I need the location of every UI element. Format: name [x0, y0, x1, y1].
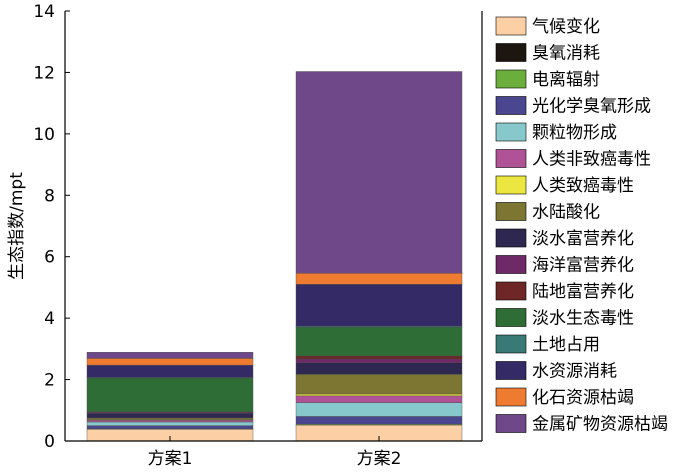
legend-swatch — [495, 175, 527, 195]
axes: 0 2 4 6 8 10 12 14 方案1 方案2 生态指数/mpt — [7, 2, 483, 469]
y-tick-label: 12 — [33, 63, 55, 83]
legend-swatch — [495, 387, 527, 407]
legend-swatch — [495, 96, 527, 115]
y-tick-label: 10 — [33, 125, 55, 145]
legend-label: 气候变化 — [532, 17, 600, 37]
legend-swatch — [495, 122, 527, 142]
bar-segment — [295, 362, 463, 375]
legend-swatch — [495, 255, 527, 274]
bar-segment — [295, 393, 463, 397]
legend-label: 人类非致癌毒性 — [532, 150, 651, 170]
legend-label: 化石资源枯竭 — [532, 388, 634, 408]
y-tick-label: 2 — [44, 371, 55, 391]
legend-label: 光化学臭氧形成 — [532, 97, 651, 117]
bar-segment — [86, 358, 254, 366]
legend-label: 陆地富营养化 — [532, 282, 634, 302]
legend-swatch — [495, 414, 527, 433]
legend-swatch — [495, 149, 527, 168]
y-axis-title: 生态指数/mpt — [7, 172, 27, 280]
y-tick-label: 0 — [44, 432, 55, 452]
legend-label: 土地占用 — [532, 335, 600, 355]
bar-segment — [86, 352, 254, 359]
bar-segment — [295, 355, 463, 360]
bar-segment — [295, 416, 463, 425]
legend-swatch — [495, 69, 527, 89]
bar-segment — [86, 425, 254, 429]
x-tick-label: 方案1 — [148, 449, 193, 469]
bar-segment — [86, 413, 254, 419]
x-tick-label: 方案2 — [357, 449, 402, 469]
bar-segment — [295, 273, 463, 285]
legend-swatch — [495, 334, 527, 354]
legend-swatch — [495, 202, 527, 221]
legend-label: 颗粒物形成 — [532, 123, 617, 143]
bar-segment — [295, 284, 463, 327]
y-tick-label: 14 — [33, 2, 55, 22]
bar-segment — [86, 421, 254, 426]
bar-segment — [295, 327, 463, 357]
legend-swatch — [495, 308, 527, 327]
bar-segment — [86, 377, 254, 413]
y-tick-label: 4 — [44, 309, 55, 329]
legend-label: 人类致癌毒性 — [532, 176, 634, 196]
bar-segment — [295, 374, 463, 395]
bar-segment — [295, 395, 463, 403]
bar-stacks — [86, 71, 463, 442]
legend-swatch — [495, 16, 527, 36]
bar-segment — [295, 402, 463, 417]
bar-segment — [86, 364, 254, 378]
legend: 气候变化臭氧消耗电离辐射光化学臭氧形成颗粒物形成人类非致癌毒性人类致癌毒性水陆酸… — [495, 16, 668, 435]
bar-segment — [86, 419, 254, 423]
y-tick-label: 8 — [44, 186, 55, 206]
legend-label: 电离辐射 — [532, 70, 600, 90]
y-tick-label: 6 — [44, 248, 55, 268]
legend-label: 臭氧消耗 — [532, 44, 600, 64]
legend-label: 淡水生态毒性 — [532, 309, 634, 329]
bar-segment — [295, 358, 463, 363]
legend-swatch — [495, 281, 527, 301]
legend-label: 金属矿物资源枯竭 — [532, 415, 668, 435]
legend-label: 水陆酸化 — [532, 203, 600, 223]
legend-swatch — [495, 43, 527, 62]
legend-label: 海洋富营养化 — [532, 256, 634, 276]
legend-label: 淡水富营养化 — [532, 229, 634, 249]
legend-swatch — [495, 361, 527, 380]
legend-swatch — [495, 228, 527, 248]
bar-segment — [86, 417, 254, 420]
bar-segment — [295, 71, 463, 274]
legend-label: 水资源消耗 — [532, 362, 617, 382]
